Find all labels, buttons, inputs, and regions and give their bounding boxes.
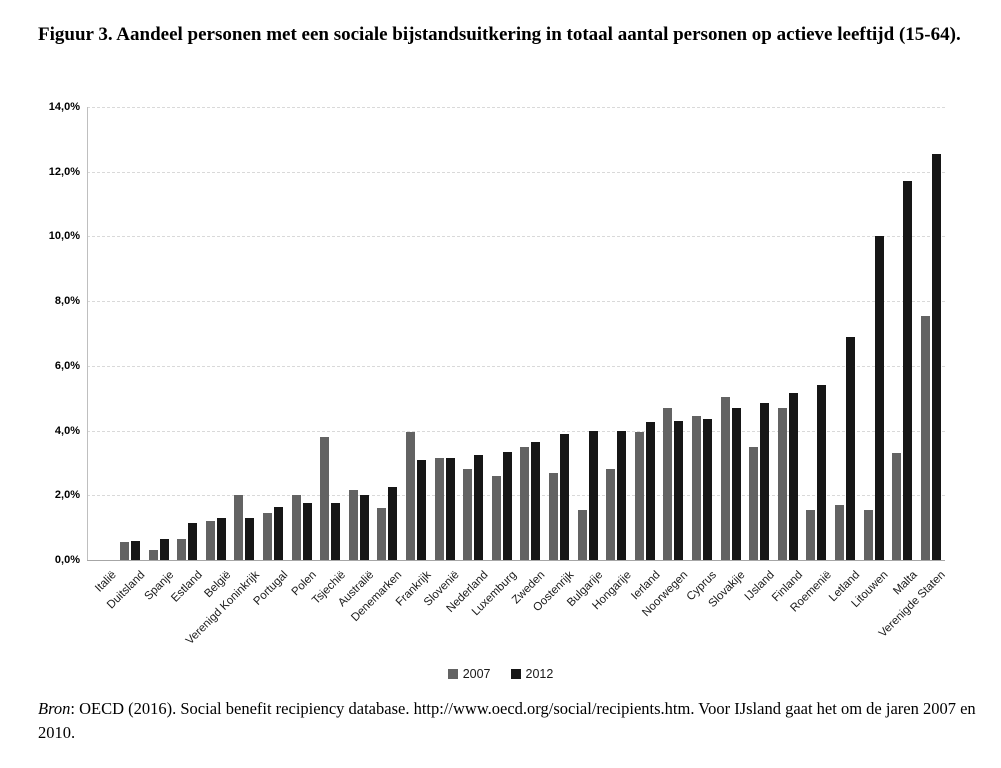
bar-2007 <box>892 453 902 560</box>
bar-2007 <box>291 495 301 560</box>
bar-2007 <box>720 396 730 560</box>
bar-2012 <box>245 517 255 560</box>
y-tick-label: 4,0% <box>54 424 80 437</box>
gridline <box>87 107 945 108</box>
bar-2007 <box>205 521 215 560</box>
bar-2007 <box>777 407 787 560</box>
gridline <box>87 236 945 238</box>
bar-2007 <box>634 432 644 560</box>
bar-2012 <box>559 433 569 560</box>
bar-2007 <box>749 446 759 560</box>
source-text: : OECD (2016). Social benefit recipiency… <box>38 699 976 742</box>
bar-2012 <box>273 506 283 560</box>
legend-swatch-2007 <box>447 669 458 679</box>
bar-2012 <box>474 454 484 560</box>
bar-2012 <box>588 430 598 560</box>
bar-2012 <box>416 459 426 560</box>
bar-2012 <box>845 336 855 560</box>
bar-2012 <box>817 385 827 560</box>
gridline <box>87 301 945 303</box>
legend-label-2007: 2007 <box>462 667 491 681</box>
bar-2012 <box>445 458 455 560</box>
bar-2007 <box>119 542 129 560</box>
bar-2007 <box>691 416 701 560</box>
bar-2007 <box>262 513 272 560</box>
bar-2012 <box>331 503 341 560</box>
bar-2012 <box>931 153 941 560</box>
bar-2007 <box>806 509 816 560</box>
legend-label-2012: 2012 <box>525 667 554 681</box>
bar-2012 <box>159 538 169 560</box>
gridline <box>87 495 945 497</box>
gridline <box>87 430 945 432</box>
bar-2012 <box>502 451 512 560</box>
legend-item-2007: 2007 <box>447 667 491 681</box>
y-tick-label: 6,0% <box>54 359 80 372</box>
y-tick-label: 10,0% <box>48 230 80 243</box>
bar-2012 <box>674 420 684 560</box>
source-note: Bron: OECD (2016). Social benefit recipi… <box>38 697 982 745</box>
bar-2007 <box>520 446 530 560</box>
bar-2007 <box>663 407 673 560</box>
y-tick-label: 12,0% <box>48 165 80 178</box>
bar-2012 <box>702 419 712 560</box>
bar-2012 <box>617 430 627 560</box>
x-axis-label: Estland <box>168 569 205 605</box>
bar-2012 <box>760 403 770 560</box>
bar-2007 <box>177 538 187 560</box>
bar-2012 <box>788 393 798 560</box>
bar-2012 <box>130 540 140 560</box>
bar-2007 <box>491 475 501 560</box>
bar-2012 <box>874 236 884 560</box>
y-axis-line <box>87 107 88 560</box>
bar-2012 <box>531 441 541 560</box>
legend-item-2012: 2012 <box>510 667 554 681</box>
bar-2007 <box>377 508 387 560</box>
gridline <box>87 365 945 367</box>
bar-2012 <box>302 503 312 560</box>
y-tick-label: 8,0% <box>54 295 80 308</box>
bar-2012 <box>903 181 913 560</box>
y-tick-label: 2,0% <box>54 489 80 502</box>
bar-2007 <box>606 469 616 560</box>
y-tick-label: 0,0% <box>54 554 80 566</box>
x-axis-label: IJsland <box>742 569 777 604</box>
bar-2012 <box>359 495 369 560</box>
x-axis-line <box>87 560 945 561</box>
bar-2007 <box>863 509 873 560</box>
bar-2007 <box>348 490 358 560</box>
legend: 2007 2012 <box>0 667 1001 681</box>
bar-2007 <box>405 432 415 560</box>
bar-2012 <box>188 522 198 560</box>
bar-2012 <box>216 517 226 560</box>
bar-2007 <box>463 469 473 560</box>
bar-2007 <box>234 495 244 560</box>
x-axis-label: Italië <box>93 569 119 595</box>
bar-2007 <box>920 315 930 560</box>
bar-2012 <box>731 407 741 560</box>
gridline <box>87 171 945 173</box>
bar-2007 <box>148 550 158 560</box>
source-label: Bron <box>38 699 71 718</box>
bar-2007 <box>434 458 444 560</box>
bar-2007 <box>548 472 558 560</box>
legend-swatch-2012 <box>510 669 521 679</box>
figure-title: Figuur 3. Aandeel personen met een socia… <box>38 24 961 45</box>
bar-2012 <box>645 422 655 560</box>
bar-2007 <box>834 504 844 560</box>
bar-2007 <box>320 437 330 560</box>
bar-2012 <box>388 487 398 560</box>
bar-2007 <box>577 509 587 560</box>
y-tick-label: 14,0% <box>48 101 80 113</box>
